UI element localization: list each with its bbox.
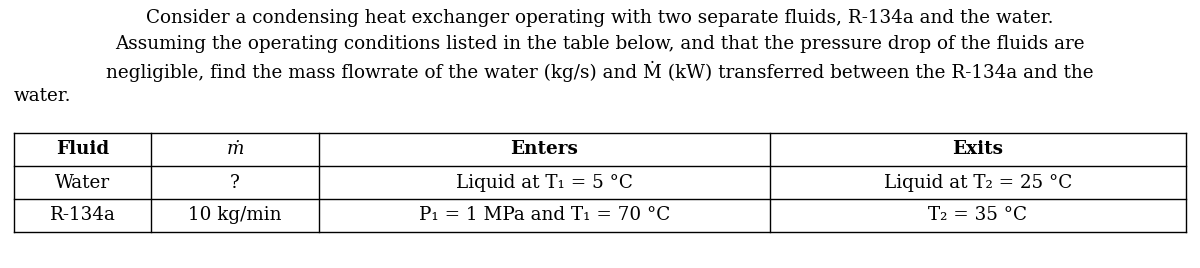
Text: R-134a: R-134a [49, 207, 115, 225]
Text: Exits: Exits [953, 140, 1003, 158]
Text: Enters: Enters [510, 140, 578, 158]
Text: negligible, find the mass flowrate of the water (kg/s) and Ṁ (kW) transferred be: negligible, find the mass flowrate of th… [106, 61, 1094, 82]
Text: ?: ? [230, 173, 240, 192]
Text: T₂ = 35 °C: T₂ = 35 °C [929, 207, 1027, 225]
Text: water.: water. [14, 87, 72, 105]
Text: ṁ: ṁ [227, 140, 244, 158]
Text: Liquid at T₁ = 5 °C: Liquid at T₁ = 5 °C [456, 173, 632, 192]
Text: Liquid at T₂ = 25 °C: Liquid at T₂ = 25 °C [884, 173, 1072, 192]
Text: 10 kg/min: 10 kg/min [188, 207, 282, 225]
Text: Fluid: Fluid [56, 140, 109, 158]
Text: Assuming the operating conditions listed in the table below, and that the pressu: Assuming the operating conditions listed… [115, 35, 1085, 53]
Text: Consider a condensing heat exchanger operating with two separate fluids, R-134a : Consider a condensing heat exchanger ope… [146, 9, 1054, 27]
Text: Water: Water [55, 173, 110, 192]
Text: P₁ = 1 MPa and T₁ = 70 °C: P₁ = 1 MPa and T₁ = 70 °C [419, 207, 670, 225]
